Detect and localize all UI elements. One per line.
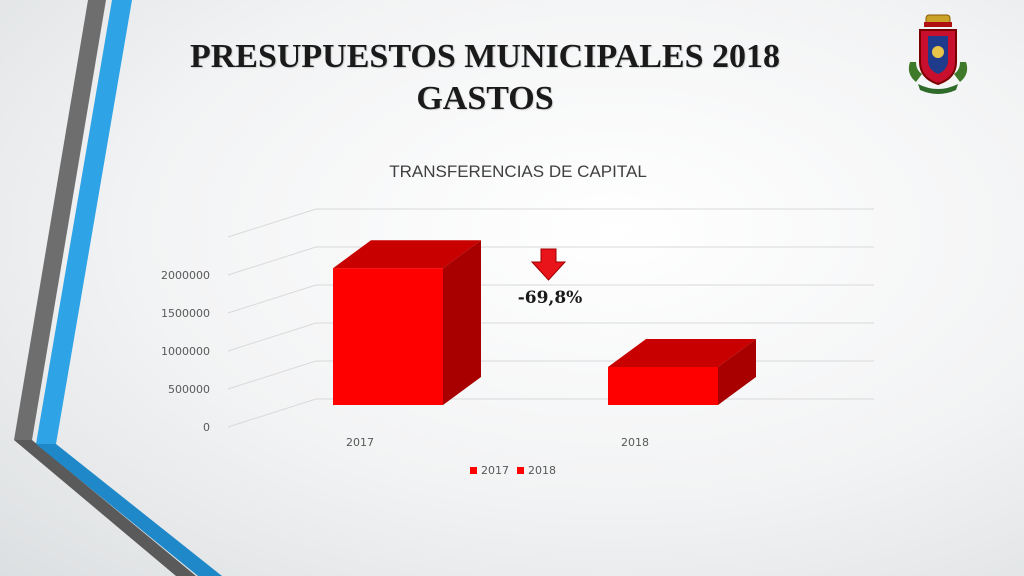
bar-side-2017 — [443, 240, 481, 405]
chart-bars — [333, 240, 756, 405]
y-tick-label: 500000 — [168, 383, 210, 396]
legend-item-2018: 2018 — [517, 464, 556, 477]
chart-gridlines — [227, 208, 874, 428]
down-arrow-shape — [530, 248, 567, 281]
legend-item-2017: 2017 — [470, 464, 509, 477]
blue-stripe-lower — [36, 444, 222, 576]
x-tick-label-2018: 2018 — [621, 436, 649, 449]
gridline — [227, 246, 874, 276]
slide-title-line-2: GASTOS — [416, 80, 554, 117]
x-axis-ticks: 2017 2018 — [346, 436, 649, 449]
slide-title-line-1: PRESUPUESTOS MUNICIPALES 2018 — [189, 38, 781, 75]
legend-label-2018: 2018 — [528, 463, 556, 477]
down-arrow-icon — [530, 248, 567, 281]
y-tick-label: 1500000 — [161, 307, 210, 320]
gridline — [227, 322, 874, 352]
gridline — [227, 360, 874, 390]
gray-stripe-lower — [14, 440, 196, 576]
y-tick-label: 2000000 — [161, 269, 210, 282]
legend-swatch-2017 — [470, 466, 477, 474]
blue-stripe-upper — [36, 0, 132, 444]
coat-of-arms-logo — [908, 14, 968, 94]
y-axis-ticks: 0 500000 1000000 1500000 2000000 — [161, 269, 210, 434]
bar-2017 — [333, 268, 443, 405]
bar-2018 — [608, 367, 718, 405]
gridline — [227, 208, 874, 238]
gridline — [227, 284, 874, 314]
gridline — [227, 398, 874, 428]
y-tick-label: 0 — [203, 421, 210, 434]
y-tick-label: 1000000 — [161, 345, 210, 358]
slide-title: PRESUPUESTOS MUNICIPALES 2018 GASTOS — [140, 36, 830, 120]
x-tick-label-2017: 2017 — [346, 436, 374, 449]
chart-legend: 2017 2018 — [470, 462, 580, 478]
bar-top-2017 — [333, 240, 481, 269]
bar-side-2018 — [718, 339, 756, 405]
legend-swatch-2018 — [517, 466, 524, 474]
change-percentage-label: -69,8% — [517, 288, 583, 308]
legend-label-2017: 2017 — [481, 463, 509, 477]
gray-stripe-upper — [14, 0, 106, 440]
chart-title: TRANSFERENCIAS DE CAPITAL — [389, 162, 647, 181]
bar-top-2018 — [608, 339, 756, 367]
